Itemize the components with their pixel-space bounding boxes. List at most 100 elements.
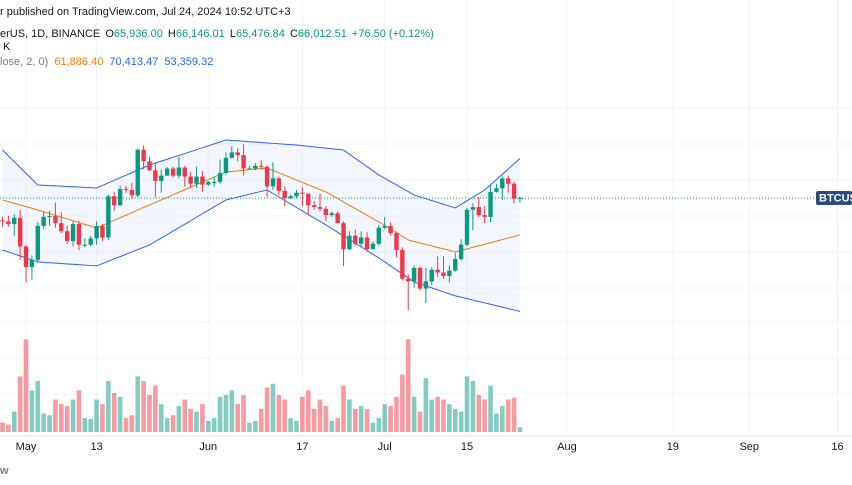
- volume-bar: [441, 399, 446, 432]
- volume-bar: [370, 422, 376, 432]
- volume-bar: [64, 406, 70, 432]
- candle-body: [229, 152, 235, 158]
- candle-body: [464, 209, 470, 245]
- volume-bar: [288, 418, 293, 432]
- candle-body: [276, 178, 282, 191]
- volume-bar: [423, 378, 429, 432]
- volume-bar: [341, 385, 346, 432]
- candle-body: [94, 225, 99, 239]
- volume-bar: [94, 399, 99, 432]
- volume-bar: [405, 339, 411, 432]
- x-tick-label: Aug: [557, 441, 577, 453]
- candle-body: [376, 227, 382, 244]
- volume-bar: [164, 418, 170, 432]
- candle-body: [106, 196, 111, 238]
- candle-body: [270, 178, 276, 187]
- x-tick-label: 17: [296, 441, 308, 453]
- candle-body: [129, 190, 135, 196]
- volume-bar: [182, 399, 188, 432]
- candle-body: [23, 246, 29, 268]
- candle-body: [70, 224, 76, 242]
- volume-bar: [76, 390, 82, 432]
- candle-body: [323, 208, 329, 216]
- volume-bar: [188, 408, 193, 432]
- candle-body: [159, 175, 164, 182]
- candle-body: [429, 269, 434, 282]
- candle-body: [253, 165, 258, 169]
- volume-bar: [247, 422, 252, 432]
- candle-body: [82, 244, 88, 246]
- volume-bar: [141, 381, 146, 432]
- candle-body: [453, 259, 458, 271]
- candle-body: [123, 189, 129, 191]
- band-line: [2, 139, 521, 209]
- volume-bar: [241, 394, 246, 432]
- candle-body: [200, 176, 205, 185]
- candle-body: [300, 192, 305, 194]
- candle-body: [264, 166, 270, 187]
- candle-body: [164, 168, 170, 176]
- candle-body: [329, 213, 334, 216]
- volume-bar: [29, 390, 35, 432]
- volume-bar: [400, 374, 405, 432]
- header: r published on TradingView.com, Jul 24, …: [0, 6, 291, 18]
- candle-body: [476, 207, 481, 216]
- volume-bar: [100, 404, 105, 432]
- volume-bar: [511, 397, 517, 432]
- volume-bar: [129, 415, 135, 432]
- candles: [0, 144, 523, 311]
- volume-bar: [505, 399, 511, 432]
- volume-bar: [41, 413, 46, 432]
- x-tick-label: 15: [461, 441, 473, 453]
- candle-body: [88, 238, 93, 245]
- volume-bar: [176, 406, 182, 432]
- volume-bar: [476, 394, 482, 432]
- volume-bar: [394, 396, 399, 432]
- candle-body: [317, 207, 323, 209]
- candle-body: [53, 216, 58, 224]
- candle-body: [364, 237, 370, 250]
- volume-bar: [323, 406, 329, 432]
- ohlc-value: 65,936.00: [114, 28, 163, 40]
- volume-bar: [117, 396, 123, 432]
- logo: w: [0, 465, 9, 477]
- candle-body: [259, 165, 264, 167]
- candle-body: [358, 237, 364, 244]
- ohlc-value: 66,012.51: [298, 28, 347, 40]
- volume-bar: [158, 404, 164, 432]
- volume-bar: [470, 381, 476, 432]
- bb-label: lose, 2, 0): [0, 56, 48, 68]
- volume-bar: [111, 393, 117, 432]
- ohlc-key: L: [230, 28, 236, 40]
- candle-body: [76, 224, 82, 245]
- volume-bar: [59, 404, 64, 432]
- candle-body: [170, 168, 176, 176]
- volume-bar: [206, 420, 211, 432]
- candle-body: [188, 176, 193, 184]
- candle-body: [176, 167, 182, 176]
- x-tick-label: Jul: [378, 441, 392, 453]
- price-label-box: [816, 190, 852, 205]
- volume-bar: [488, 385, 493, 432]
- candle-body: [306, 193, 311, 206]
- volume-bar: [123, 418, 129, 432]
- candle-body: [482, 215, 487, 217]
- volume-bar: [452, 408, 458, 432]
- volume-bar: [388, 406, 393, 432]
- volume-bar: [305, 390, 311, 432]
- volume-bar: [264, 387, 270, 432]
- volume-bar: [353, 408, 358, 432]
- candle-body: [17, 217, 23, 247]
- candle-body: [206, 181, 211, 185]
- change: +76.50 (+0.12%): [352, 28, 434, 40]
- volume-bar: [11, 411, 17, 432]
- volume-bar: [200, 404, 205, 432]
- x-tick-label: May: [16, 441, 37, 453]
- candle-body: [241, 155, 246, 169]
- volume-bar: [253, 420, 258, 432]
- volume-bar: [494, 413, 499, 432]
- volume-bar: [6, 424, 11, 432]
- candle-body: [12, 217, 17, 225]
- candle-body: [335, 213, 340, 224]
